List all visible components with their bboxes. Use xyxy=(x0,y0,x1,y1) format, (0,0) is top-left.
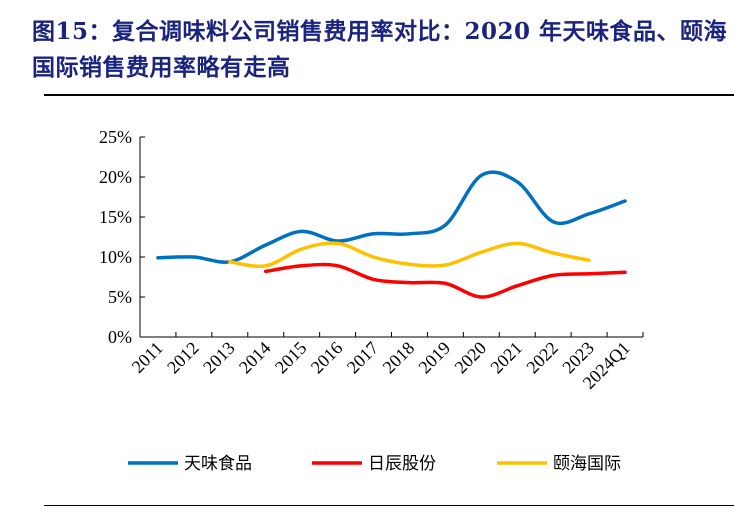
legend-label: 天味食品 xyxy=(184,454,252,474)
x-tick-label: 2020 xyxy=(451,338,491,378)
y-tick-label: 15% xyxy=(99,207,132,227)
x-tick-label: 2011 xyxy=(128,338,167,377)
y-tick-label: 20% xyxy=(99,167,132,187)
y-tick-label: 25% xyxy=(99,127,132,147)
series-line-2 xyxy=(228,241,591,269)
legend-label: 颐海国际 xyxy=(553,454,621,474)
x-tick-label: 2019 xyxy=(415,338,455,378)
x-tick-label: 2012 xyxy=(163,338,203,378)
y-tick-label: 5% xyxy=(108,287,132,307)
x-tick-label: 2022 xyxy=(522,338,562,378)
x-tick-label: 2018 xyxy=(379,338,419,378)
x-tick-label: 2015 xyxy=(271,338,311,378)
chart-title: 图15：复合调味料公司销售费用率对比：2020 年天味食品、颐海国际销售费用率略… xyxy=(32,18,728,81)
series-line-1 xyxy=(264,262,627,299)
x-tick-label: 2014 xyxy=(235,338,275,378)
y-tick-label: 0% xyxy=(108,327,132,347)
y-tick-label: 10% xyxy=(99,247,132,267)
series-line-0 xyxy=(156,170,627,264)
x-tick-label: 2016 xyxy=(307,338,347,378)
bottom-divider xyxy=(44,505,734,506)
x-tick-label: 2017 xyxy=(343,338,383,378)
title-divider xyxy=(44,94,734,96)
legend-label: 日辰股份 xyxy=(368,454,436,474)
x-tick-label: 2013 xyxy=(199,338,239,378)
x-tick-label: 2021 xyxy=(486,338,526,378)
